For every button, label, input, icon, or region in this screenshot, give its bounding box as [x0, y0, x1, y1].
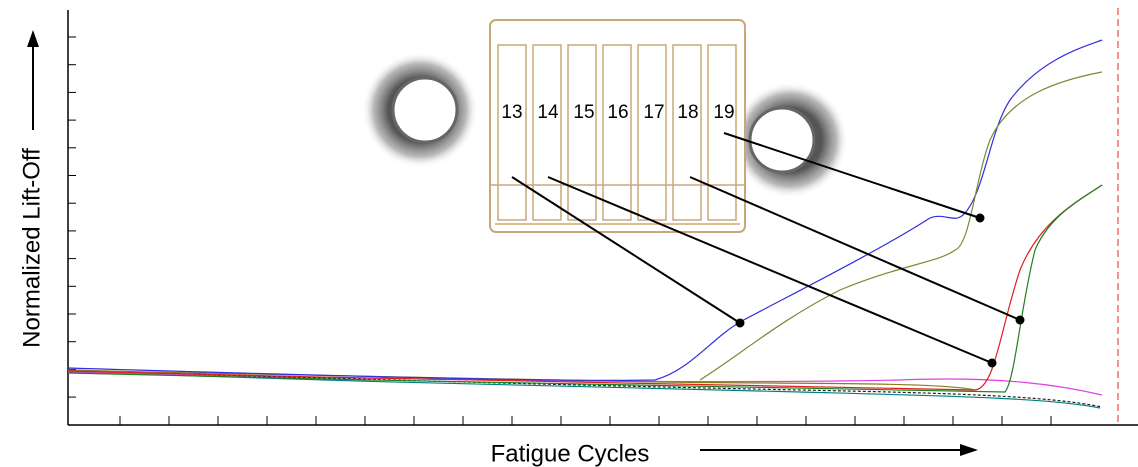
specimen-label: 17 [643, 102, 664, 123]
curve [67, 39, 1103, 381]
curves [67, 39, 1103, 409]
x-ticks [119, 416, 1052, 425]
y-arrow [27, 30, 39, 130]
x-arrow [700, 444, 978, 456]
curve [699, 71, 1103, 381]
curve [67, 369, 976, 391]
specimen-label: 13 [501, 102, 522, 123]
y-ticks [68, 36, 76, 398]
curve [67, 369, 1103, 408]
curve [67, 184, 1103, 391]
x-axis-label: Fatigue Cycles [491, 440, 650, 467]
specimen-label: 14 [537, 102, 559, 123]
curve [67, 371, 1101, 409]
axes [67, 10, 1138, 426]
y-axis-label: Normalized Lift-Off [18, 148, 45, 348]
specimen-label: 18 [677, 102, 698, 123]
specimen-label: 16 [607, 102, 628, 123]
specimen-label: 15 [573, 102, 594, 123]
specimen-labels: 13 14 15 16 17 18 19 [501, 102, 734, 123]
curve [67, 184, 1103, 393]
specimen-label: 19 [713, 102, 734, 123]
leader-lines [511, 132, 1025, 368]
